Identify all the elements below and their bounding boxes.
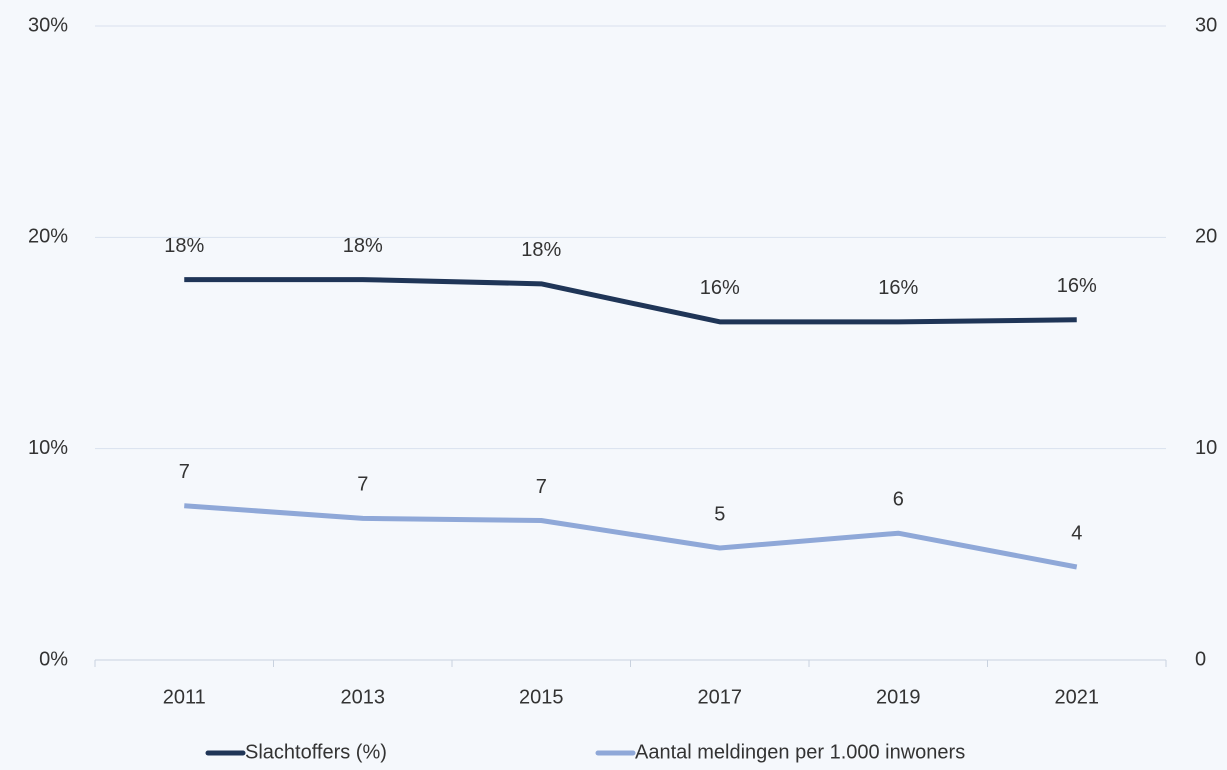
x-tick-label: 2011	[163, 686, 206, 708]
data-label: 4	[1071, 522, 1082, 544]
x-tick-label: 2015	[519, 686, 564, 708]
y2-tick-label: 10	[1195, 437, 1217, 459]
x-tick-label: 2013	[341, 686, 386, 708]
data-label: 7	[357, 474, 368, 496]
y2-tick-label: 30	[1195, 14, 1217, 36]
legend-label: Aantal meldingen per 1.000 inwoners	[635, 741, 965, 763]
data-label: 7	[536, 476, 547, 498]
y2-tick-label: 0	[1195, 648, 1206, 670]
data-label: 7	[179, 461, 190, 483]
x-tick-label: 2021	[1055, 686, 1100, 708]
data-label: 5	[714, 503, 725, 525]
data-label: 16%	[878, 277, 918, 299]
data-label: 6	[893, 488, 904, 510]
data-label: 18%	[521, 239, 561, 261]
data-label: 18%	[164, 235, 204, 257]
x-tick-label: 2017	[698, 686, 743, 708]
x-tick-label: 2019	[876, 686, 921, 708]
y-tick-label: 20%	[28, 226, 68, 248]
y2-tick-label: 20	[1195, 226, 1217, 248]
y-tick-label: 0%	[39, 648, 68, 670]
series-line	[184, 277, 1077, 325]
series-line	[184, 503, 1078, 570]
data-label: 18%	[343, 235, 383, 257]
y-tick-label: 10%	[28, 437, 68, 459]
y-tick-label: 30%	[28, 14, 68, 36]
data-label: 16%	[700, 277, 740, 299]
legend-label: Slachtoffers (%)	[245, 741, 387, 763]
data-label: 16%	[1057, 275, 1097, 297]
